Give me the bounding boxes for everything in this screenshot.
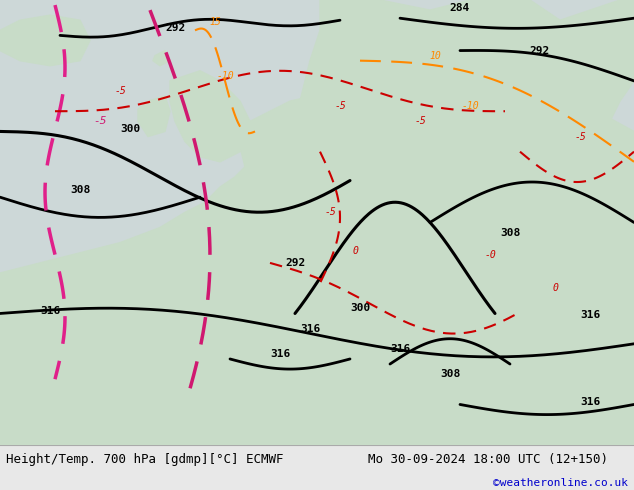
Text: 316: 316	[270, 349, 290, 359]
Text: -0: -0	[484, 250, 496, 260]
Polygon shape	[0, 384, 634, 445]
Text: Height/Temp. 700 hPa [gdmp][°C] ECMWF: Height/Temp. 700 hPa [gdmp][°C] ECMWF	[6, 453, 284, 466]
Text: 308: 308	[440, 369, 460, 379]
Text: -5: -5	[334, 101, 346, 111]
Text: 316: 316	[580, 311, 600, 320]
Polygon shape	[300, 0, 634, 182]
Text: -5: -5	[114, 86, 126, 96]
Text: -5: -5	[324, 207, 336, 218]
Text: 292: 292	[285, 258, 305, 268]
Polygon shape	[0, 15, 90, 66]
Text: 10: 10	[429, 50, 441, 61]
Text: ©weatheronline.co.uk: ©weatheronline.co.uk	[493, 478, 628, 488]
Text: -5: -5	[93, 116, 107, 126]
Text: 0: 0	[552, 283, 558, 293]
Text: 300: 300	[350, 303, 370, 314]
Text: 316: 316	[40, 306, 60, 317]
Text: -5: -5	[574, 131, 586, 142]
Text: -5: -5	[414, 116, 426, 126]
Text: 15: 15	[209, 17, 221, 27]
Text: Mo 30-09-2024 18:00 UTC (12+150): Mo 30-09-2024 18:00 UTC (12+150)	[368, 453, 608, 466]
Text: 308: 308	[70, 185, 90, 195]
Polygon shape	[340, 243, 390, 344]
Text: 284: 284	[450, 3, 470, 13]
Polygon shape	[540, 243, 634, 374]
Text: 292: 292	[530, 46, 550, 55]
Text: -10: -10	[216, 71, 234, 81]
Polygon shape	[482, 293, 540, 364]
Text: 300: 300	[120, 124, 140, 134]
Polygon shape	[170, 71, 250, 162]
Text: 292: 292	[165, 24, 185, 33]
Polygon shape	[153, 50, 170, 66]
Text: 308: 308	[500, 227, 520, 238]
Polygon shape	[138, 96, 170, 137]
Text: 0: 0	[352, 246, 358, 256]
Text: 316: 316	[580, 397, 600, 408]
Polygon shape	[0, 76, 634, 445]
Text: 316: 316	[390, 344, 410, 354]
Text: -10: -10	[461, 101, 479, 111]
Text: 316: 316	[300, 323, 320, 334]
